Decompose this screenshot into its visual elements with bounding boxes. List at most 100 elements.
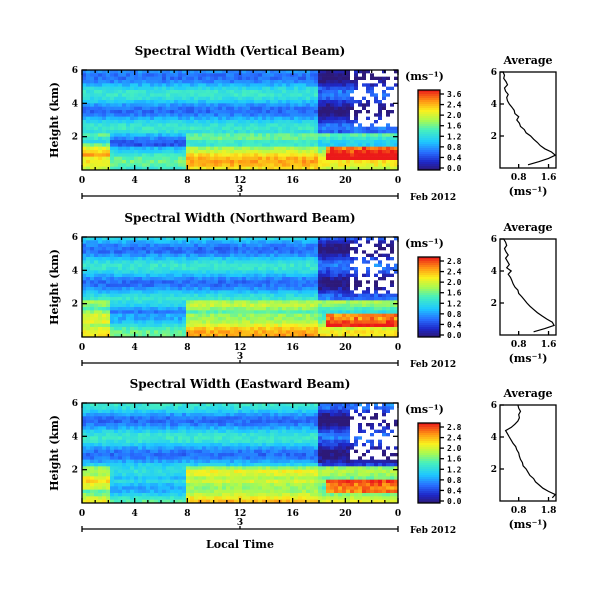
heatmap-cell xyxy=(306,140,311,144)
heatmap-cell xyxy=(326,267,331,271)
heatmap-cell xyxy=(394,103,399,107)
heatmap-cell xyxy=(138,303,143,308)
heatmap-cell xyxy=(270,327,275,331)
heatmap-cell xyxy=(358,86,363,91)
heatmap-cell xyxy=(346,90,351,94)
heatmap-cell xyxy=(206,126,211,131)
heatmap-cell xyxy=(190,280,195,284)
heatmap-cell xyxy=(266,86,271,91)
heatmap-cell xyxy=(326,163,331,167)
heatmap-cell xyxy=(146,267,151,271)
heatmap-cell xyxy=(342,106,347,111)
heatmap-cell xyxy=(370,113,375,117)
heatmap-cell xyxy=(90,297,95,301)
heatmap-cell xyxy=(346,287,351,291)
heatmap-cell xyxy=(178,330,183,334)
heatmap-cell xyxy=(334,327,339,331)
heatmap-cell xyxy=(206,120,211,124)
heatmap-cell xyxy=(158,277,163,281)
heatmap-cell xyxy=(214,156,219,161)
heatmap-cell xyxy=(366,260,371,264)
heatmap-cell xyxy=(394,290,399,294)
heatmap-cell xyxy=(378,150,383,154)
heatmap-cell xyxy=(262,323,267,328)
x-tick-label: 8 xyxy=(184,176,190,186)
heatmap-cell xyxy=(346,270,351,274)
heatmap-cell xyxy=(258,263,263,268)
heatmap-cell xyxy=(262,333,267,338)
heatmap-cell xyxy=(126,333,131,338)
heatmap-cell xyxy=(186,133,191,137)
heatmap-cell xyxy=(254,153,259,157)
heatmap-cell xyxy=(278,297,283,301)
heatmap-cell xyxy=(118,146,123,151)
heatmap-cell xyxy=(222,73,227,77)
heatmap-cell xyxy=(146,253,151,258)
heatmap-cell xyxy=(358,253,363,258)
heatmap-cell xyxy=(218,146,223,151)
heatmap-cell xyxy=(150,310,155,314)
heatmap-cell xyxy=(214,83,219,87)
heatmap-cell xyxy=(358,320,363,324)
heatmap-cell xyxy=(138,116,143,121)
heatmap-cell xyxy=(118,307,123,311)
heatmap-cell xyxy=(278,106,283,111)
heatmap-cell xyxy=(166,73,171,77)
heatmap-cell xyxy=(242,260,247,264)
heatmap-cell xyxy=(366,310,371,314)
heatmap-cell xyxy=(310,283,315,288)
heatmap-cell xyxy=(154,76,159,81)
heatmap-cell xyxy=(102,146,107,151)
heatmap-cell xyxy=(262,140,267,144)
heatmap-cell xyxy=(306,280,311,284)
heatmap-cell xyxy=(162,106,167,111)
heatmap-cell xyxy=(170,310,175,314)
heatmap-cell xyxy=(210,300,215,304)
heatmap-cell xyxy=(198,133,203,137)
heatmap-cell xyxy=(374,327,379,331)
heatmap-cell xyxy=(306,143,311,147)
heatmap-cell xyxy=(338,133,343,137)
heatmap-cell xyxy=(206,116,211,121)
heatmap-cell xyxy=(290,153,295,157)
heatmap-cell xyxy=(178,126,183,131)
heatmap-cell xyxy=(254,76,259,81)
colorbar-swatch xyxy=(418,134,440,137)
heatmap-cell xyxy=(206,146,211,151)
heatmap-cell xyxy=(94,323,99,328)
heatmap-cell xyxy=(134,146,139,151)
heatmap-cell xyxy=(306,83,311,87)
heatmap-cell xyxy=(274,160,279,164)
heatmap-cell xyxy=(362,160,367,164)
heatmap-cell xyxy=(102,283,107,288)
heatmap-cell xyxy=(166,126,171,131)
heatmap-cell xyxy=(262,277,267,281)
heatmap-cell xyxy=(334,313,339,318)
heatmap-cell xyxy=(338,96,343,101)
heatmap-cell xyxy=(294,146,299,151)
heatmap-cell xyxy=(390,273,395,278)
heatmap-cell xyxy=(166,320,171,324)
heatmap-cell xyxy=(346,106,351,111)
heatmap-cell xyxy=(154,327,159,331)
heatmap-cell xyxy=(110,133,115,137)
heatmap-cell xyxy=(86,313,91,318)
heatmap-cell xyxy=(186,303,191,308)
heatmap-cell xyxy=(118,323,123,328)
heatmap-cell xyxy=(366,146,371,151)
heatmap-cell xyxy=(82,116,87,121)
heatmap-cell xyxy=(366,86,371,91)
heatmap-cell xyxy=(366,320,371,324)
heatmap-cell xyxy=(282,156,287,161)
heatmap-cell xyxy=(114,133,119,137)
heatmap-cell xyxy=(206,103,211,107)
heatmap-cell xyxy=(170,160,175,164)
heatmap-cell xyxy=(178,100,183,104)
heatmap-cell xyxy=(362,143,367,147)
heatmap-cell xyxy=(318,273,323,278)
heatmap-cell xyxy=(110,327,115,331)
heatmap-cell xyxy=(82,253,87,258)
heatmap-cell xyxy=(234,297,239,301)
heatmap-cell xyxy=(174,243,179,248)
heatmap-cell xyxy=(218,247,223,251)
